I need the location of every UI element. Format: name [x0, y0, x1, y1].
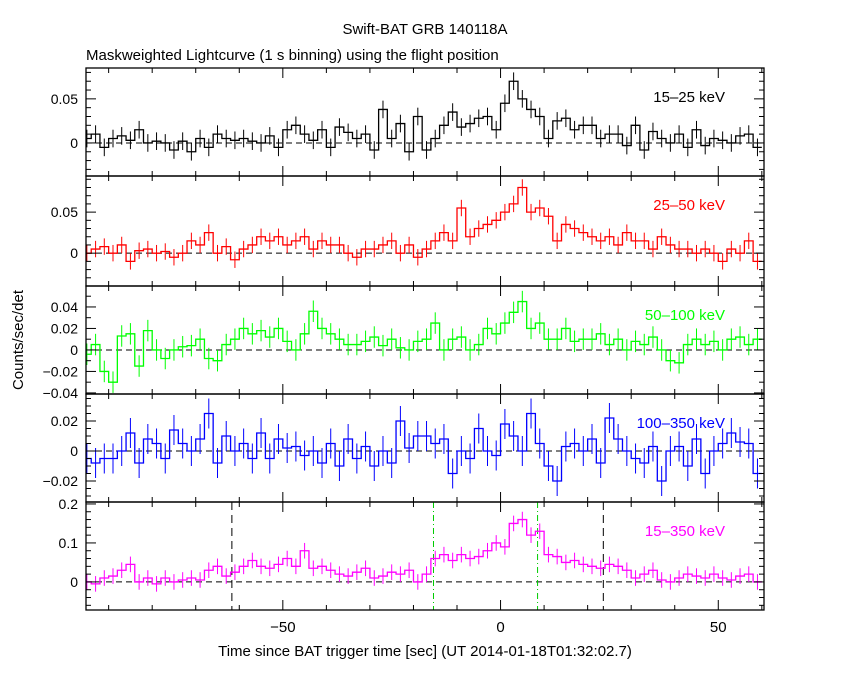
panel-energy-label: 15–25 keV — [653, 89, 725, 106]
panel-50-100-kev: −0.04 −0.02 0 0.02 0.04 50–100 keV — [43, 285, 765, 401]
panel-15-350-kev: 0 0.1 0.2 15–350 keV — [59, 496, 765, 611]
lightcurve-step — [86, 518, 762, 585]
data-series — [86, 72, 762, 161]
x-tick-label: −50 — [270, 619, 295, 636]
y-tick-label: −0.02 — [43, 363, 79, 379]
y-tick-label: 0.05 — [51, 204, 78, 220]
lightcurve-step — [86, 80, 762, 153]
data-series — [86, 398, 762, 496]
chart-title: Swift-BAT GRB 140118A — [342, 21, 507, 38]
panel-energy-label: 50–100 keV — [645, 307, 725, 324]
y-tick-label: 0 — [70, 135, 78, 151]
y-tick-label: 0.1 — [59, 535, 79, 551]
data-series — [86, 179, 762, 270]
x-tick-label: 50 — [710, 619, 727, 636]
y-tick-label: 0 — [70, 574, 78, 590]
x-tick-label: 0 — [496, 619, 504, 636]
y-tick-label: 0 — [70, 245, 78, 261]
panel-frame — [85, 501, 765, 611]
panel-25-50-kev: 0 0.05 25–50 keV — [51, 175, 765, 287]
panel-15-25-kev: 0 0.05 15–25 keV — [51, 67, 765, 177]
y-tick-label: 0.05 — [51, 91, 78, 107]
y-tick-label: −0.02 — [43, 473, 79, 489]
panel-100-350-kev: −0.02 0 0.02 100–350 keV — [43, 393, 765, 503]
y-tick-label: 0.2 — [59, 496, 79, 512]
y-tick-label: 0 — [70, 443, 78, 459]
panel-frame — [85, 175, 765, 287]
panel-frame — [85, 67, 765, 177]
chart-subtitle: Maskweighted Lightcurve (1 s binning) us… — [86, 47, 499, 64]
y-tick-label: −0.04 — [43, 385, 79, 401]
panel-energy-label: 100–350 keV — [637, 415, 725, 432]
lightcurve-step — [86, 300, 762, 383]
panel-energy-label: 25–50 keV — [653, 197, 725, 214]
y-tick-label: 0.04 — [51, 299, 78, 315]
data-series — [86, 290, 762, 393]
y-tick-label: 0 — [70, 342, 78, 358]
lightcurve-step — [86, 412, 762, 482]
x-axis-label: Time since BAT trigger time [sec] (UT 20… — [218, 643, 632, 660]
y-tick-label: 0.02 — [51, 413, 78, 429]
panel-frame — [85, 393, 765, 503]
y-axis-label: Counts/sec/det — [10, 289, 27, 390]
panel-energy-label: 15–350 keV — [645, 523, 725, 540]
data-series — [86, 511, 762, 592]
lightcurve-step — [86, 186, 762, 263]
panel-frame — [85, 285, 765, 395]
y-tick-label: 0.02 — [51, 320, 78, 336]
